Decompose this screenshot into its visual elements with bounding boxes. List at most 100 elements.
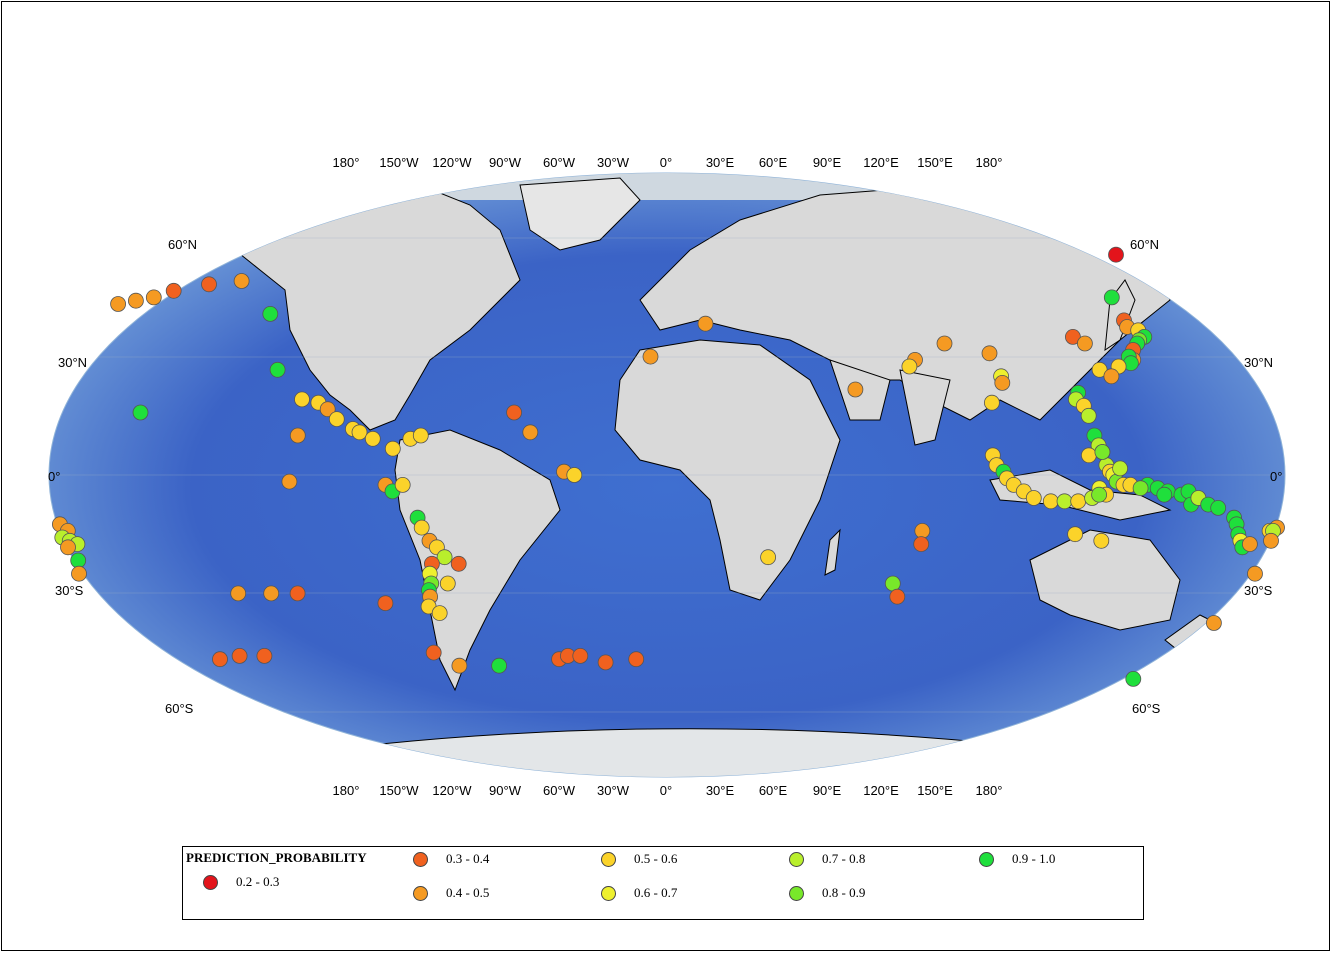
- probability-point: [289, 427, 306, 444]
- probability-point: [450, 555, 467, 572]
- graticule-labels: 180° 150°W 120°W 90°W 60°W 30°W 0° 30°E 60°E 90°E…: [48, 155, 1282, 798]
- legend-label: 0.7 - 0.8: [822, 851, 866, 866]
- legend-item: 0.2 - 0.3: [203, 874, 279, 890]
- probability-point: [1065, 328, 1081, 345]
- lon-label-bottom: 180°: [976, 783, 1003, 798]
- probability-point: [394, 476, 411, 493]
- lat-label-left: 60°N: [168, 237, 197, 252]
- lon-label-bottom: 30°W: [597, 783, 630, 798]
- lon-label-bottom: 60°E: [759, 783, 788, 798]
- probability-point: [597, 654, 614, 671]
- probability-point: [566, 467, 583, 483]
- probability-point: [212, 651, 228, 668]
- legend-label: 0.9 - 1.0: [1012, 851, 1056, 866]
- probability-point: [294, 391, 310, 408]
- lon-label-top: 90°W: [489, 155, 522, 170]
- lon-label-top: 30°W: [597, 155, 630, 170]
- probability-point: [491, 657, 508, 674]
- probability-point: [233, 273, 250, 289]
- probability-point: [1081, 447, 1097, 464]
- legend-item: 0.4 - 0.5: [413, 885, 489, 901]
- probability-point: [1070, 493, 1087, 510]
- legend-swatch: [413, 885, 428, 901]
- legend-label: 0.5 - 0.6: [634, 851, 678, 866]
- india: [899, 369, 951, 446]
- lon-label-top: 120°E: [863, 155, 899, 170]
- probability-point: [760, 549, 776, 566]
- probability-point: [1067, 526, 1083, 543]
- lon-label-bottom: 120°W: [432, 783, 472, 798]
- legend-swatch: [413, 851, 428, 867]
- probability-point: [847, 381, 864, 398]
- lon-label-top: 0°: [660, 155, 672, 170]
- legend-swatch: [979, 851, 994, 867]
- legend: PREDICTION_PROBABILITY 0.2 - 0.3 0.3 - 0.…: [182, 846, 1144, 920]
- probability-point: [914, 523, 931, 539]
- lon-label-bottom: 150°E: [917, 783, 953, 798]
- lon-label-bottom: 90°W: [489, 783, 522, 798]
- lat-label-right: 30°S: [1244, 583, 1273, 598]
- probability-point: [145, 289, 162, 306]
- legend-swatch: [789, 851, 804, 867]
- probability-point: [319, 401, 336, 418]
- legend-item: 0.6 - 0.7: [601, 885, 677, 901]
- probability-point: [994, 374, 1011, 391]
- north-america: [234, 184, 521, 431]
- legend-swatch: [789, 885, 804, 901]
- lon-label-bottom: 0°: [660, 783, 672, 798]
- probability-point: [269, 361, 286, 378]
- legend-title: PREDICTION_PROBABILITY: [186, 850, 367, 865]
- probability-point: [981, 345, 998, 362]
- probability-point: [884, 575, 901, 592]
- probability-point: [1247, 565, 1263, 582]
- probability-point: [1263, 532, 1279, 549]
- lon-label-top: 150°W: [379, 155, 419, 170]
- legend-label: 0.2 - 0.3: [236, 874, 280, 889]
- probability-point: [1094, 444, 1111, 460]
- madagascar: [824, 528, 841, 576]
- probability-point: [913, 536, 930, 552]
- lon-label-top: 90°E: [813, 155, 842, 170]
- lat-label-left: 30°N: [58, 355, 87, 370]
- probability-point: [364, 430, 381, 447]
- lat-label-left: 60°S: [165, 701, 194, 716]
- legend-swatch: [601, 851, 616, 867]
- probability-point: [628, 651, 645, 668]
- legend-item: 0.9 - 1.0: [979, 851, 1055, 867]
- probability-point: [1210, 499, 1227, 516]
- sample-points: [52, 246, 1285, 687]
- probability-point: [439, 575, 456, 592]
- probability-point: [1093, 532, 1110, 549]
- south-america: [394, 429, 561, 692]
- probability-point: [281, 473, 298, 490]
- legend-swatch: [601, 885, 616, 901]
- legend-swatch: [203, 874, 218, 890]
- legend-item: 0.5 - 0.6: [601, 851, 677, 867]
- lat-label-right: 0°: [1270, 469, 1282, 484]
- probability-point: [1103, 289, 1120, 306]
- lon-label-bottom: 60°W: [543, 783, 576, 798]
- australia: [1029, 529, 1181, 631]
- lon-label-bottom: 90°E: [813, 783, 842, 798]
- probability-point: [351, 424, 368, 441]
- probability-point: [377, 595, 394, 612]
- probability-point: [262, 305, 279, 322]
- lat-label-right: 60°N: [1130, 237, 1159, 252]
- probability-point: [1242, 536, 1258, 552]
- probability-point: [1080, 407, 1097, 424]
- probability-point: [110, 296, 126, 312]
- probability-point: [71, 565, 87, 582]
- probability-point: [1042, 493, 1059, 510]
- probability-point: [231, 648, 248, 664]
- probability-point: [328, 411, 345, 428]
- probability-point: [1132, 480, 1149, 497]
- lon-label-top: 120°W: [432, 155, 472, 170]
- probability-point: [256, 648, 273, 664]
- probability-point: [425, 644, 442, 661]
- lon-label-top: 60°E: [759, 155, 788, 170]
- africa: [614, 339, 841, 601]
- probability-point: [436, 549, 453, 566]
- lon-label-bottom: 180°: [333, 783, 360, 798]
